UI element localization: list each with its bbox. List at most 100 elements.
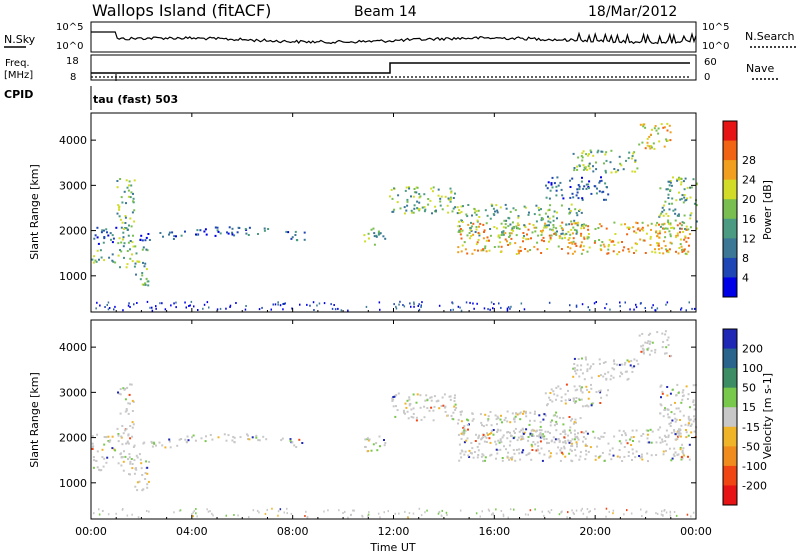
echo-cell: [570, 449, 573, 452]
echo-cell: [421, 301, 423, 304]
echo-cell: [665, 443, 668, 446]
echo-cell: [141, 239, 144, 242]
echo-cell: [600, 435, 603, 438]
echo-cell: [490, 513, 493, 516]
echo-cell: [648, 135, 651, 138]
echo-cell: [136, 481, 139, 484]
echo-cell: [607, 248, 610, 251]
echo-cell: [125, 428, 128, 430]
echo-cell: [556, 438, 559, 441]
echo-cell: [501, 421, 503, 424]
echo-cell: [680, 456, 683, 459]
echo-cell: [510, 305, 512, 308]
echo-cell: [535, 204, 538, 207]
echo-cell: [130, 191, 133, 194]
echo-cell: [602, 190, 605, 193]
echo-cell: [478, 442, 481, 445]
echo-cell: [450, 191, 453, 194]
echo-cell: [624, 223, 626, 226]
echo-cell: [475, 213, 478, 216]
echo-cell: [123, 228, 126, 230]
echo-cell: [605, 227, 608, 230]
station-title: Wallops Island (fitACF): [92, 1, 271, 20]
echo-cell: [449, 196, 452, 199]
echo-cell: [687, 434, 690, 437]
echo-cell: [630, 436, 633, 439]
echo-cell: [312, 301, 315, 304]
echo-cell: [131, 421, 134, 424]
echo-cell: [495, 418, 498, 421]
echo-cell: [124, 216, 127, 219]
echo-cell: [639, 229, 641, 232]
echo-cell: [460, 437, 463, 440]
echo-cell: [582, 436, 585, 438]
echo-cell: [263, 229, 266, 232]
echo-cell: [129, 240, 132, 242]
echo-cell: [444, 410, 447, 413]
echo-cell: [521, 438, 524, 441]
echo-cell: [669, 189, 672, 192]
echo-cell: [587, 225, 590, 228]
echo-cell: [620, 223, 623, 226]
echo-cell: [600, 396, 603, 399]
echo-cell: [542, 236, 545, 239]
echo-cell: [407, 417, 410, 420]
echo-cell: [674, 433, 677, 436]
echo-cell: [419, 406, 422, 409]
echo-cell: [406, 399, 409, 402]
echo-cell: [502, 434, 505, 437]
echo-cell: [588, 187, 590, 190]
echo-cell: [464, 248, 467, 251]
echo-cell: [646, 441, 649, 444]
echo-cell: [572, 237, 575, 240]
echo-cell: [666, 408, 669, 411]
echo-cell: [669, 139, 672, 142]
echo-cell: [676, 214, 679, 217]
power-heatmap: [91, 122, 698, 312]
echo-cell: [303, 231, 306, 234]
echo-cell: [633, 308, 635, 311]
echo-cell: [145, 248, 148, 251]
noise-left-label: N.Sky: [4, 33, 36, 46]
echo-cell: [522, 236, 525, 239]
echo-cell: [568, 452, 571, 455]
echo-cell: [151, 441, 154, 444]
echo-cell: [578, 375, 581, 378]
echo-cell: [576, 388, 579, 391]
echo-cell: [148, 460, 151, 463]
echo-cell: [114, 305, 116, 308]
echo-cell: [597, 375, 600, 378]
echo-cell: [564, 393, 567, 396]
echo-cell: [626, 442, 629, 445]
echo-cell: [575, 509, 578, 512]
echo-cell: [246, 438, 249, 440]
echo-cell: [417, 305, 419, 307]
echo-cell: [363, 234, 366, 237]
echo-cell: [223, 433, 226, 436]
echo-cell: [579, 455, 582, 458]
echo-cell: [466, 424, 469, 426]
echo-cell: [573, 219, 576, 222]
echo-cell: [674, 420, 677, 423]
echo-cell: [509, 431, 511, 434]
echo-cell: [609, 378, 612, 381]
echo-cell: [117, 204, 120, 207]
echo-cell: [146, 483, 149, 486]
echo-cell: [484, 459, 486, 462]
echo-cell: [643, 123, 646, 126]
echo-cell: [460, 309, 463, 312]
echo-cell: [558, 416, 561, 419]
echo-cell: [256, 509, 259, 512]
echo-cell: [399, 207, 402, 210]
echo-cell: [670, 226, 673, 229]
echo-cell: [464, 429, 467, 432]
echo-cell: [512, 207, 515, 210]
echo-cell: [483, 231, 485, 233]
echo-cell: [430, 396, 433, 399]
echo-cell: [529, 419, 531, 422]
echo-cell: [687, 417, 690, 420]
echo-cell: [553, 393, 556, 396]
echo-cell: [452, 207, 455, 210]
echo-cell: [641, 141, 644, 144]
echo-cell: [207, 510, 210, 513]
